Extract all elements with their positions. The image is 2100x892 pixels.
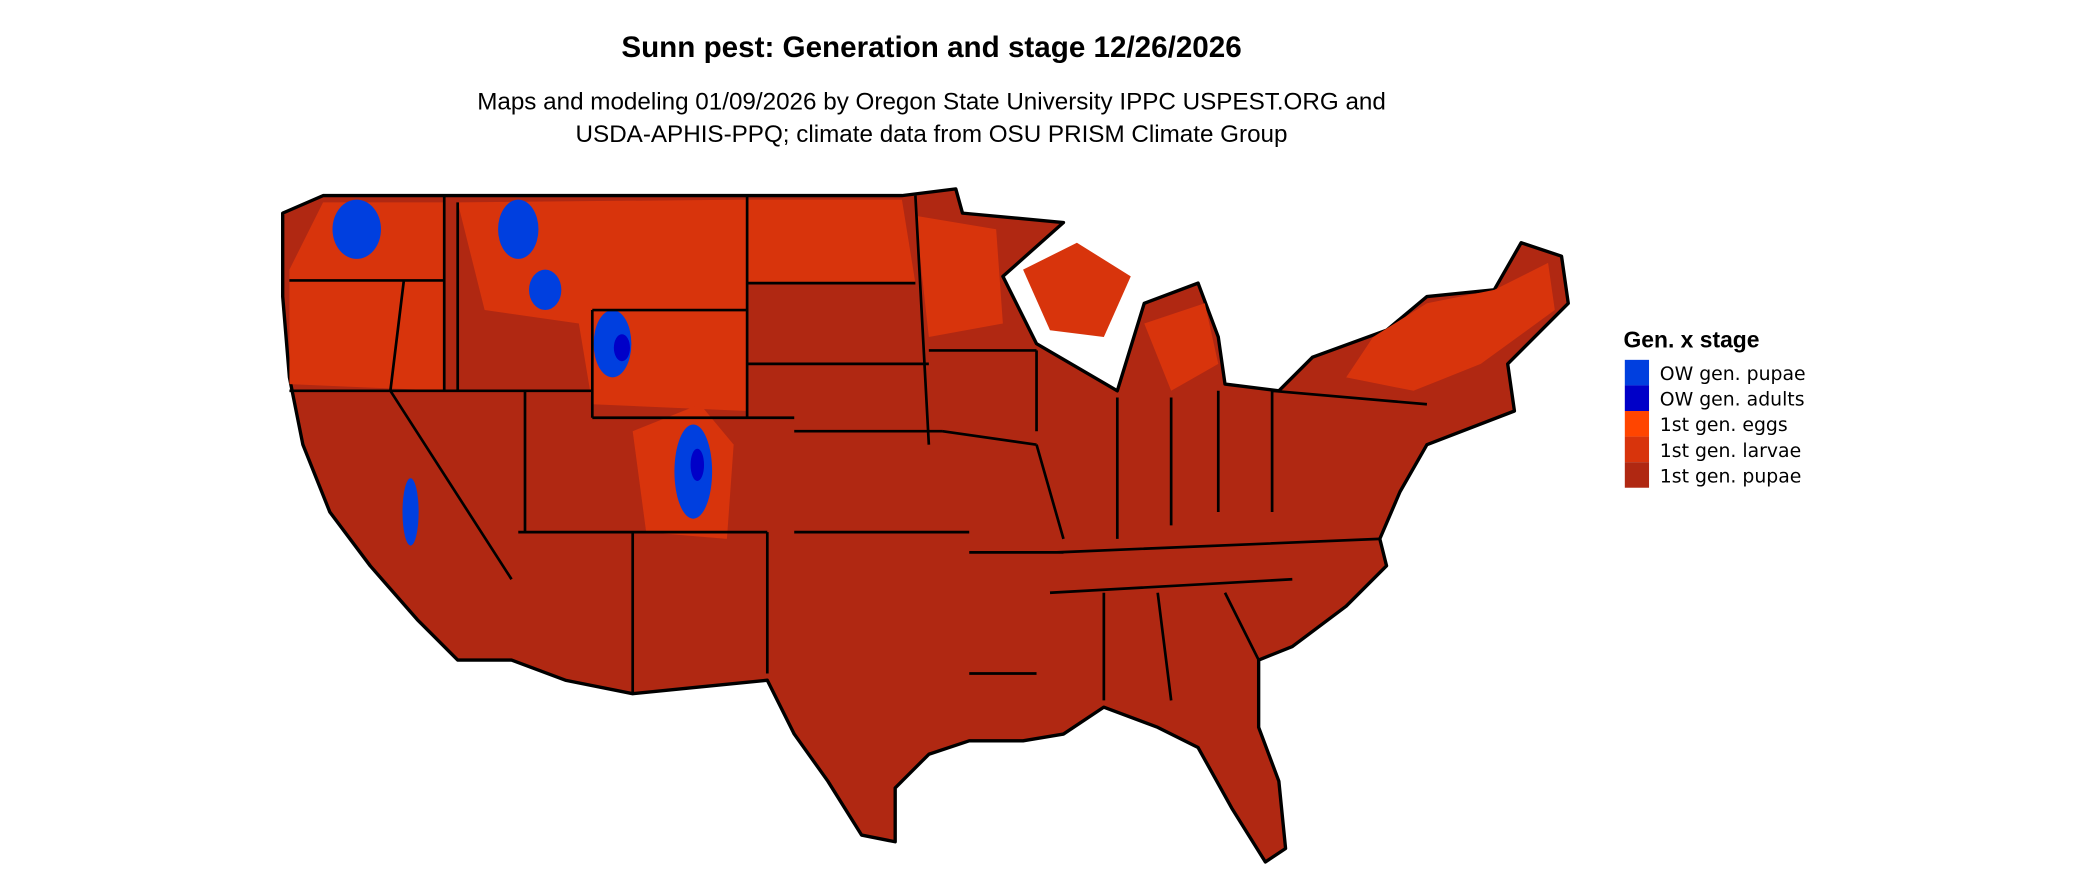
state-borders [289,195,1428,701]
legend-item-1st-gen-pupae: 1st gen. pupae [1624,462,1802,488]
us-map [281,187,1570,864]
map-title: Sunn pest: Generation and stage 12/26/20… [621,31,1241,64]
ow-gen-adults-regions [613,334,705,481]
legend-swatch [1624,436,1650,463]
legend-swatch [1624,359,1650,386]
legend-label: OW gen. pupae [1660,364,1806,385]
legend-swatch [1624,411,1650,437]
legend-swatch [1624,385,1650,411]
legend-item-1st-gen-larvae: 1st gen. larvae [1624,436,1801,463]
legend-swatch [1624,462,1650,488]
legend-label: 1st gen. pupae [1660,466,1802,487]
legend-title: Gen. x stage [1623,327,1759,353]
legend-item-ow-gen-pupae: OW gen. pupae [1624,359,1806,386]
legend-label: OW gen. adults [1660,390,1805,411]
legend-label: 1st gen. eggs [1660,415,1788,436]
map-subtitle-line1: Maps and modeling 01/09/2026 by Oregon S… [477,88,1386,115]
map-subtitle-line2: USDA-APHIS-PPQ; climate data from OSU PR… [576,121,1288,148]
legend: Gen. x stage OW gen. pupae OW gen. adult… [1623,327,1806,488]
legend-item-ow-gen-adults: OW gen. adults [1624,385,1805,411]
legend-label: 1st gen. larvae [1660,441,1801,462]
legend-item-1st-gen-eggs: 1st gen. eggs [1624,411,1788,437]
ow-gen-pupae-regions [332,199,713,546]
